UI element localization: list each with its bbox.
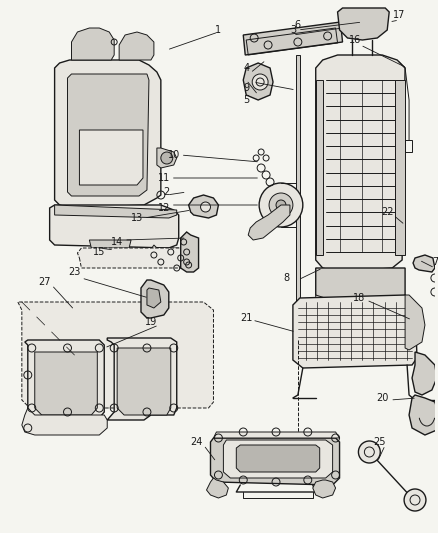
- Text: 3: 3: [290, 25, 296, 35]
- Polygon shape: [412, 352, 437, 395]
- Text: 18: 18: [353, 293, 366, 303]
- Text: 22: 22: [381, 207, 393, 217]
- Polygon shape: [395, 80, 405, 255]
- Text: 1: 1: [215, 25, 222, 35]
- Polygon shape: [147, 288, 161, 308]
- Text: 8: 8: [283, 273, 289, 283]
- Polygon shape: [213, 432, 339, 438]
- Polygon shape: [211, 438, 339, 485]
- Polygon shape: [316, 295, 338, 338]
- Text: 5: 5: [243, 95, 249, 105]
- Circle shape: [276, 200, 286, 210]
- Text: 17: 17: [393, 10, 405, 20]
- Text: 16: 16: [350, 35, 362, 45]
- Polygon shape: [223, 440, 332, 478]
- Text: 21: 21: [240, 313, 252, 323]
- Text: 12: 12: [158, 203, 170, 213]
- Circle shape: [269, 193, 293, 217]
- Text: 19: 19: [145, 317, 157, 327]
- Text: 24: 24: [191, 437, 203, 447]
- Polygon shape: [67, 74, 149, 196]
- Text: 7: 7: [432, 257, 438, 267]
- Polygon shape: [117, 348, 171, 415]
- Polygon shape: [35, 352, 97, 415]
- Polygon shape: [316, 55, 405, 272]
- Text: 6: 6: [295, 20, 301, 30]
- Polygon shape: [157, 148, 177, 168]
- Polygon shape: [296, 55, 300, 340]
- Polygon shape: [409, 395, 438, 435]
- Text: 10: 10: [168, 150, 180, 160]
- Polygon shape: [206, 478, 228, 498]
- Polygon shape: [313, 480, 336, 498]
- Text: 25: 25: [373, 437, 385, 447]
- Text: 20: 20: [376, 393, 389, 403]
- Polygon shape: [25, 340, 104, 418]
- Polygon shape: [22, 408, 107, 435]
- Circle shape: [252, 74, 268, 90]
- Text: 4: 4: [243, 63, 249, 73]
- Text: 27: 27: [39, 277, 51, 287]
- Polygon shape: [338, 8, 389, 40]
- Polygon shape: [413, 255, 435, 272]
- Polygon shape: [293, 295, 417, 368]
- Circle shape: [404, 489, 426, 511]
- Polygon shape: [189, 195, 219, 218]
- Polygon shape: [405, 295, 425, 350]
- Polygon shape: [18, 302, 213, 408]
- Circle shape: [201, 202, 211, 212]
- Polygon shape: [316, 80, 323, 255]
- Polygon shape: [71, 28, 114, 60]
- Polygon shape: [316, 268, 405, 302]
- Circle shape: [259, 183, 303, 227]
- Polygon shape: [55, 205, 177, 218]
- Text: 23: 23: [68, 267, 81, 277]
- Polygon shape: [248, 205, 290, 240]
- Polygon shape: [243, 22, 343, 55]
- Polygon shape: [243, 63, 273, 100]
- Polygon shape: [89, 240, 131, 248]
- Polygon shape: [119, 32, 154, 60]
- Polygon shape: [55, 60, 161, 208]
- Text: 13: 13: [131, 213, 143, 223]
- Polygon shape: [141, 280, 169, 318]
- Polygon shape: [181, 232, 198, 272]
- Polygon shape: [78, 248, 194, 268]
- Polygon shape: [237, 445, 320, 472]
- Polygon shape: [387, 295, 405, 338]
- Polygon shape: [49, 205, 179, 248]
- Text: 2: 2: [164, 187, 170, 197]
- Text: 11: 11: [158, 173, 170, 183]
- Text: 15: 15: [93, 247, 106, 257]
- Circle shape: [161, 152, 173, 164]
- Text: 9: 9: [243, 83, 249, 93]
- Polygon shape: [152, 245, 181, 260]
- Text: 14: 14: [111, 237, 123, 247]
- Polygon shape: [107, 338, 177, 420]
- Polygon shape: [79, 130, 143, 185]
- Circle shape: [358, 441, 380, 463]
